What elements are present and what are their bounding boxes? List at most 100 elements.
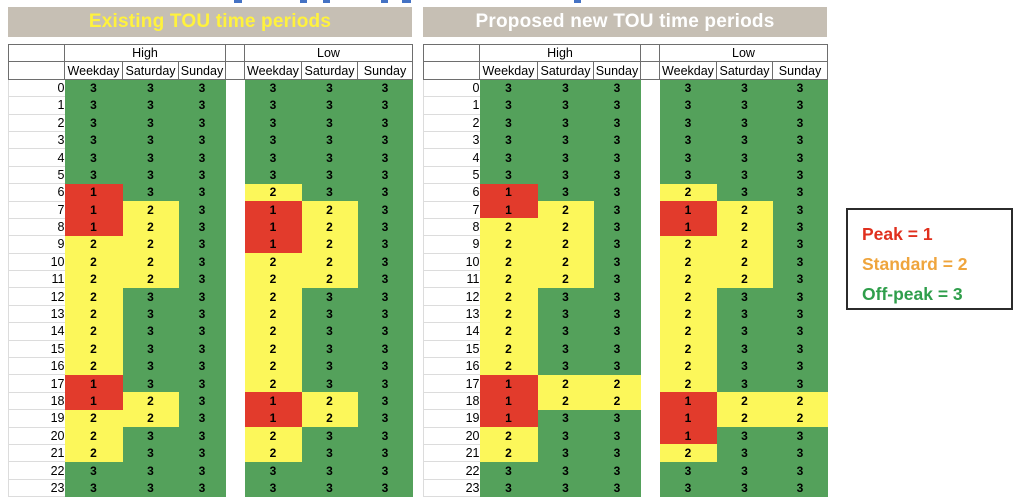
hour-label: 10: [8, 253, 65, 272]
tou-cell: 3: [301, 96, 358, 115]
tou-cell: 1: [244, 235, 302, 254]
tou-cell: 3: [122, 479, 179, 497]
legend-item-standard: Standard = 2: [862, 254, 968, 274]
tou-cell: 2: [772, 392, 828, 410]
tou-cell: 3: [593, 253, 641, 271]
day-header: Sunday: [593, 61, 641, 80]
tou-cell: 3: [772, 444, 828, 462]
tou-cell: 3: [537, 305, 594, 323]
legend-item-offpeak: Off-peak = 3: [862, 284, 963, 304]
hour-label: 23: [423, 479, 480, 497]
tou-cell: 2: [479, 270, 538, 288]
gap-cell: [640, 183, 660, 202]
tou-cell: 2: [122, 218, 179, 236]
tou-cell: 2: [659, 305, 717, 323]
hour-row: 11 2 2 3 2 2 3: [8, 270, 413, 289]
tou-cell: 2: [301, 218, 358, 236]
tou-cell: 3: [593, 322, 641, 341]
tou-cell: 3: [357, 427, 413, 445]
tou-cell: 2: [659, 444, 717, 462]
tou-cell: 3: [659, 114, 717, 132]
tou-cell: 2: [659, 357, 717, 375]
tou-cell: 2: [659, 235, 717, 254]
gap-cell: [640, 270, 660, 288]
tou-cell: 2: [479, 287, 538, 306]
gap-cell: [640, 131, 660, 149]
tou-cell: 3: [178, 305, 226, 323]
tou-cell: 3: [537, 444, 594, 462]
tou-cell: 3: [537, 114, 594, 132]
tou-cell: 2: [479, 444, 538, 462]
tou-cell: 3: [178, 253, 226, 271]
tou-cell: 3: [716, 148, 773, 167]
tou-cell: 3: [659, 96, 717, 115]
hour-label: 15: [423, 340, 480, 359]
tou-cell: 3: [357, 148, 413, 167]
tou-cell: 2: [716, 392, 773, 410]
hour-label: 8: [8, 218, 65, 237]
tou-cell: 3: [479, 114, 538, 132]
tou-cell: 3: [122, 96, 179, 115]
tou-cell: 3: [593, 357, 641, 375]
gap-cell: [225, 374, 245, 393]
proposed-tou-table: Proposed new TOU time periods High Low Wee…: [423, 7, 828, 497]
tou-cell: 3: [178, 392, 226, 410]
tou-cell: 2: [537, 253, 594, 271]
hour-row: 19 2 2 3 1 2 3: [8, 409, 413, 428]
tou-cell: 3: [479, 131, 538, 149]
tou-cell: 3: [593, 235, 641, 254]
tou-cell: 2: [301, 270, 358, 288]
tou-cell: 3: [357, 114, 413, 132]
day-header: Weekday: [659, 61, 717, 80]
hour-row: 10 2 2 3 2 2 3: [423, 253, 828, 272]
gap-cell: [640, 305, 660, 323]
tou-cell: 3: [357, 479, 413, 497]
day-header: Sunday: [772, 61, 828, 80]
tou-cell: 2: [479, 357, 538, 375]
tou-cell: 3: [537, 340, 594, 358]
tou-cell: 2: [244, 374, 302, 393]
day-header: Weekday: [244, 61, 302, 80]
tou-cell: 3: [659, 461, 717, 480]
gap-cell: [225, 287, 245, 306]
tou-cell: 3: [716, 96, 773, 115]
tou-cell: 3: [772, 218, 828, 236]
hour-row: 18 1 2 3 1 2 3: [8, 392, 413, 411]
hour-label: 13: [423, 305, 480, 324]
gap-cell: [225, 166, 245, 184]
tou-cell: 2: [537, 235, 594, 254]
tou-cell: 3: [716, 340, 773, 358]
caption-fragment: [323, 0, 330, 3]
gap-cell: [640, 340, 660, 358]
hour-label: 18: [423, 392, 480, 411]
tou-cell: 2: [301, 235, 358, 254]
day-header: Saturday: [301, 61, 358, 80]
gap-cell: [640, 461, 660, 480]
hour-label: 2: [423, 114, 480, 132]
proposed-table-grid: High Low Weekday Saturday Sunday Weekday Satur…: [423, 43, 828, 497]
tou-cell: 3: [178, 166, 226, 184]
tou-cell: 3: [301, 305, 358, 323]
season-gap-cell: [225, 43, 245, 63]
tou-cell: 3: [479, 479, 538, 497]
tou-cell: 2: [659, 322, 717, 341]
tou-cell: 3: [301, 287, 358, 306]
tou-cell: 3: [244, 148, 302, 167]
tou-cell: 2: [479, 322, 538, 341]
hour-row: 15 2 3 3 2 3 3: [8, 340, 413, 359]
tou-cell: 3: [178, 96, 226, 115]
caption-fragment: [574, 0, 581, 3]
tou-cell: 3: [479, 148, 538, 167]
tou-cell: 2: [537, 374, 594, 393]
hour-label: 5: [423, 166, 480, 185]
tou-cell: 3: [772, 427, 828, 445]
gap-cell: [640, 166, 660, 184]
tou-cell: 3: [301, 131, 358, 149]
tou-cell: 3: [593, 114, 641, 132]
gap-cell: [640, 114, 660, 132]
tou-cell: 3: [178, 201, 226, 219]
gap-cell: [640, 392, 660, 410]
